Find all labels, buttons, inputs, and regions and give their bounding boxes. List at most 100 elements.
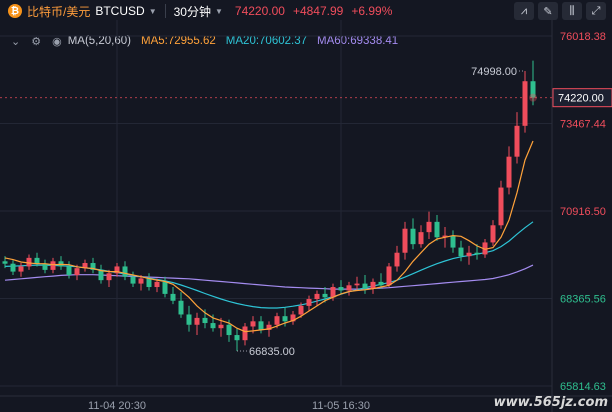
candle-body	[314, 293, 320, 300]
candle-body	[210, 323, 216, 329]
y-tick-label: 68365.56	[560, 294, 606, 306]
ma5-value: MA5:72955.62	[140, 35, 216, 47]
edit-icon[interactable]: ✎	[538, 2, 558, 20]
x-tick-label: 11-05 16:30	[312, 400, 370, 412]
candle-body	[482, 242, 488, 255]
candle-body	[306, 299, 312, 306]
candle-body	[258, 321, 264, 330]
candle-body	[290, 314, 296, 322]
candle-body	[402, 228, 408, 253]
candle-body	[322, 293, 328, 298]
candle-body	[362, 283, 368, 289]
ma5-line	[4, 140, 534, 333]
candle-body	[458, 247, 464, 257]
candle-body	[530, 81, 536, 98]
candle-body	[82, 263, 88, 269]
candle-body	[154, 281, 160, 288]
candle-body	[394, 252, 400, 267]
candle-body	[418, 232, 424, 245]
candle-body	[114, 266, 120, 274]
candle-body	[434, 221, 440, 238]
candle-body	[466, 252, 472, 257]
collapse-icon[interactable]: ⌄	[11, 35, 21, 48]
candle-body	[90, 263, 96, 270]
candle-body	[42, 263, 48, 270]
candle-body	[10, 263, 16, 272]
candle-body	[186, 314, 192, 325]
candle-body	[226, 324, 232, 336]
toolbar: ⩘ ✎ ⫼ ⤢	[514, 2, 606, 20]
price-change-percent: +6.99%	[351, 4, 393, 18]
candle-body	[250, 321, 256, 327]
candle-body	[378, 281, 384, 286]
candle-body	[274, 316, 280, 325]
candle-body	[74, 268, 80, 276]
symbol-dropdown-icon[interactable]: ▼	[148, 6, 157, 16]
candle-body	[2, 261, 8, 264]
ma60-value: MA60:69338.41	[317, 35, 399, 47]
last-price-label: 74220.00	[558, 93, 604, 105]
candle-body	[130, 276, 136, 284]
candle-body	[202, 317, 208, 324]
candle-body	[242, 326, 248, 341]
candle-body	[506, 156, 512, 188]
candle-body	[218, 324, 224, 329]
symbol-name[interactable]: 比特币/美元	[27, 4, 91, 19]
bitcoin-icon: ₿	[8, 4, 22, 18]
current-price-dot	[529, 93, 537, 102]
candle-body	[138, 278, 144, 284]
candle-body	[66, 266, 72, 276]
candle-body	[450, 235, 456, 248]
y-tick-label: 70916.50	[560, 206, 606, 218]
candle-body	[146, 278, 152, 288]
candle-body	[442, 235, 448, 238]
draw-line-icon[interactable]: ⩘	[514, 2, 534, 20]
candle-body	[354, 283, 360, 286]
candle-body	[122, 266, 128, 277]
candle-body	[330, 287, 336, 298]
candle-body	[514, 125, 520, 157]
candle-body	[346, 285, 352, 291]
low-marker-label: 66835.00	[249, 346, 295, 358]
candle-body	[298, 305, 304, 315]
candle-body	[106, 273, 112, 281]
y-tick-label: 76018.38	[560, 31, 606, 43]
candle-body	[178, 300, 184, 315]
symbol-code[interactable]: BTCUSD	[95, 4, 145, 18]
candle-body	[26, 257, 32, 267]
candle-body	[234, 335, 240, 341]
fullscreen-icon[interactable]: ⤢	[586, 2, 606, 20]
indicator-legend: ⌄ ⚙ ◉ MA(5,20,60) MA5:72955.62 MA20:7060…	[0, 33, 398, 49]
ma20-value: MA20:70602.37	[225, 35, 307, 47]
candle-body	[170, 293, 176, 301]
last-price: 74220.00	[234, 4, 285, 18]
candle-body	[18, 266, 24, 272]
candle-body	[162, 281, 168, 294]
candle-body	[490, 225, 496, 243]
candle-body	[498, 187, 504, 226]
settings-icon[interactable]: ⚙	[31, 35, 42, 48]
candle-body	[410, 228, 416, 245]
interval-dropdown-icon[interactable]: ▼	[214, 6, 223, 16]
candle-body	[522, 81, 528, 126]
candle-body	[194, 317, 200, 325]
visibility-icon[interactable]: ◉	[52, 35, 62, 48]
divider	[164, 4, 166, 18]
candle-body	[426, 221, 432, 233]
symbol-header: ₿ 比特币/美元 BTCUSD ▼ 30分钟 ▼ 74220.00 +4847.…	[0, 0, 612, 22]
watermark: www.565jz.com	[493, 395, 608, 410]
candle-body	[34, 257, 40, 264]
candles-icon[interactable]: ⫼	[562, 2, 582, 20]
candle-body	[98, 269, 104, 281]
candle-body	[282, 316, 288, 322]
ma60-line	[4, 264, 534, 290]
high-marker-label: 74998.00	[471, 66, 517, 78]
y-tick-label: 65814.63	[560, 381, 606, 393]
interval-select[interactable]: 30分钟	[173, 4, 211, 19]
candle-body	[50, 261, 56, 270]
y-tick-label: 73467.44	[560, 119, 606, 131]
x-tick-label: 11-04 20:30	[88, 400, 146, 412]
price-change: +4847.99	[292, 4, 344, 18]
last-price-tag	[552, 88, 612, 108]
